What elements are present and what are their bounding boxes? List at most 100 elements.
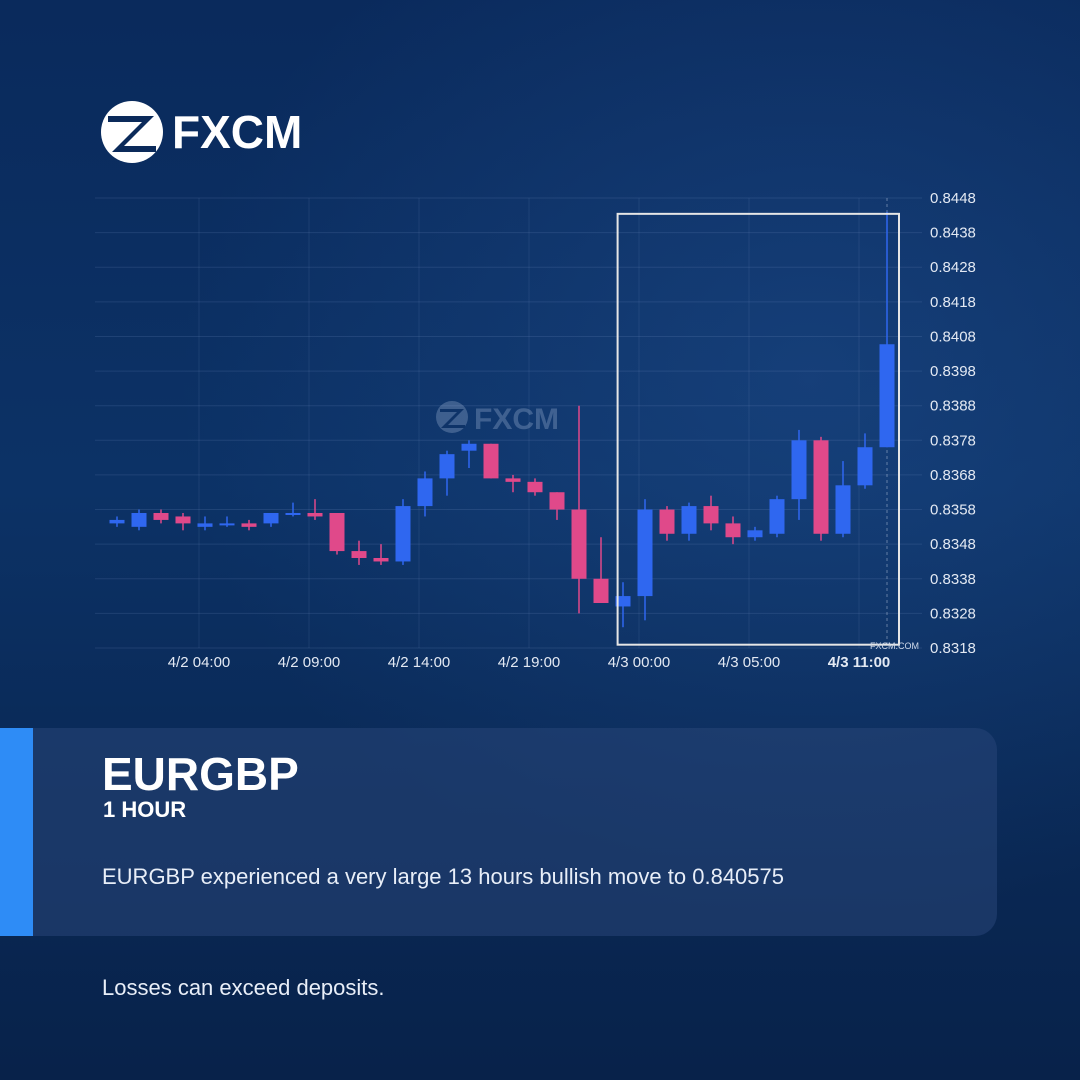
y-tick-label: 0.8378 xyxy=(930,432,976,449)
candle-body xyxy=(109,519,125,524)
candle-bullish xyxy=(681,502,697,541)
candle-bearish xyxy=(659,506,675,541)
candle-body xyxy=(857,447,873,486)
candle-body xyxy=(483,443,499,479)
candle-body xyxy=(461,443,477,451)
candle-bearish xyxy=(549,492,565,520)
candle-bearish xyxy=(153,509,169,524)
candle-bullish xyxy=(285,502,301,517)
candle-bearish xyxy=(703,495,719,531)
y-tick-label: 0.8418 xyxy=(930,294,976,311)
candle-bullish xyxy=(219,516,235,527)
candle-bullish xyxy=(461,440,477,468)
candle-body xyxy=(197,523,213,527)
chart-credit: FXCM.COM xyxy=(870,641,919,651)
candle-bearish xyxy=(483,443,499,479)
candle-bearish xyxy=(175,513,191,531)
candle-bearish xyxy=(725,516,741,545)
brand-wordmark: FXCM xyxy=(172,106,302,158)
candle-bullish xyxy=(395,499,411,565)
x-tick-label: 4/2 19:00 xyxy=(498,654,561,671)
candle-body xyxy=(241,523,257,527)
candle-body xyxy=(505,478,521,482)
x-axis: 4/2 04:00 4/2 09:00 4/2 14:00 4/2 19:00 4/3 … xyxy=(168,654,891,671)
candle-bearish xyxy=(329,513,345,555)
candle-bullish xyxy=(439,450,455,496)
candle-body xyxy=(703,506,719,524)
candle-bearish xyxy=(527,478,543,496)
y-tick-label: 0.8348 xyxy=(930,536,976,553)
candle-body xyxy=(637,509,653,597)
candle-body xyxy=(153,513,169,520)
y-tick-label: 0.8318 xyxy=(930,640,976,657)
chart-watermark: FXCM xyxy=(436,401,559,436)
x-tick-label: 4/3 00:00 xyxy=(608,654,671,671)
candle-body xyxy=(527,481,543,493)
y-axis: 0.8448 0.8438 0.8428 0.8418 0.8408 0.8398 0.83… xyxy=(930,190,976,657)
candle-body xyxy=(307,513,323,517)
accent-bar xyxy=(0,728,33,936)
highlight-box xyxy=(616,212,900,646)
fxcm-emblem-icon xyxy=(101,101,163,163)
candle-bearish xyxy=(813,436,829,541)
candle-bearish xyxy=(373,544,389,565)
candle-bullish xyxy=(263,513,279,527)
candle-bullish xyxy=(879,211,895,448)
candle-bullish xyxy=(857,433,873,489)
candle-body xyxy=(351,551,367,558)
candle-bearish xyxy=(593,537,609,603)
candlestick-chart: FXCM 0.8448 0.8438 0.8428 0.8418 0.8408 0.839… xyxy=(95,190,976,671)
candle-bearish xyxy=(505,474,521,493)
chart-grid xyxy=(95,197,922,649)
candle-body xyxy=(835,485,851,534)
candle-bullish xyxy=(131,509,147,531)
candle-body xyxy=(879,344,895,448)
candle-body xyxy=(131,513,147,527)
candle-body xyxy=(329,513,345,552)
candle-body xyxy=(615,596,631,607)
y-tick-label: 0.8338 xyxy=(930,571,976,588)
x-tick-label: 4/2 04:00 xyxy=(168,654,231,671)
y-tick-label: 0.8448 xyxy=(930,190,976,207)
candle-body xyxy=(263,513,279,524)
candle-body xyxy=(791,440,807,500)
candles-layer xyxy=(109,211,895,628)
candle-bullish xyxy=(791,429,807,520)
candle-body xyxy=(725,523,741,538)
candle-bearish xyxy=(241,519,257,531)
candle-bullish xyxy=(769,495,785,538)
candle-bearish xyxy=(307,499,323,520)
x-tick-label: 4/3 05:00 xyxy=(718,654,781,671)
candle-bullish xyxy=(109,516,125,527)
candle-body xyxy=(395,506,411,562)
watermark-text: FXCM xyxy=(474,403,559,436)
candle-body xyxy=(571,509,587,579)
candle-bullish xyxy=(747,526,763,541)
y-tick-label: 0.8398 xyxy=(930,363,976,380)
alert-message: EURGBP experienced a very large 13 hours… xyxy=(102,864,784,889)
y-tick-label: 0.8438 xyxy=(930,225,976,242)
candle-bullish xyxy=(615,582,631,628)
y-tick-label: 0.8428 xyxy=(930,259,976,276)
candle-body xyxy=(681,506,697,534)
y-tick-label: 0.8408 xyxy=(930,328,976,345)
candle-body xyxy=(417,478,433,507)
candle-bullish xyxy=(835,461,851,538)
x-tick-label: 4/2 09:00 xyxy=(278,654,341,671)
candle-bearish xyxy=(571,405,587,614)
candle-bearish xyxy=(351,540,367,565)
candle-body xyxy=(219,523,235,526)
symbol-title: EURGBP xyxy=(102,748,299,800)
y-tick-label: 0.8368 xyxy=(930,467,976,484)
y-tick-label: 0.8328 xyxy=(930,605,976,622)
candle-body xyxy=(659,509,675,534)
info-panel xyxy=(0,728,997,936)
candle-bullish xyxy=(637,499,653,621)
y-tick-label: 0.8358 xyxy=(930,502,976,519)
candle-body xyxy=(439,454,455,479)
x-tick-label: 4/3 11:00 xyxy=(828,654,891,671)
risk-disclaimer: Losses can exceed deposits. xyxy=(102,975,385,1000)
candle-body xyxy=(549,492,565,510)
candle-bullish xyxy=(197,516,213,531)
candle-bullish xyxy=(417,471,433,517)
